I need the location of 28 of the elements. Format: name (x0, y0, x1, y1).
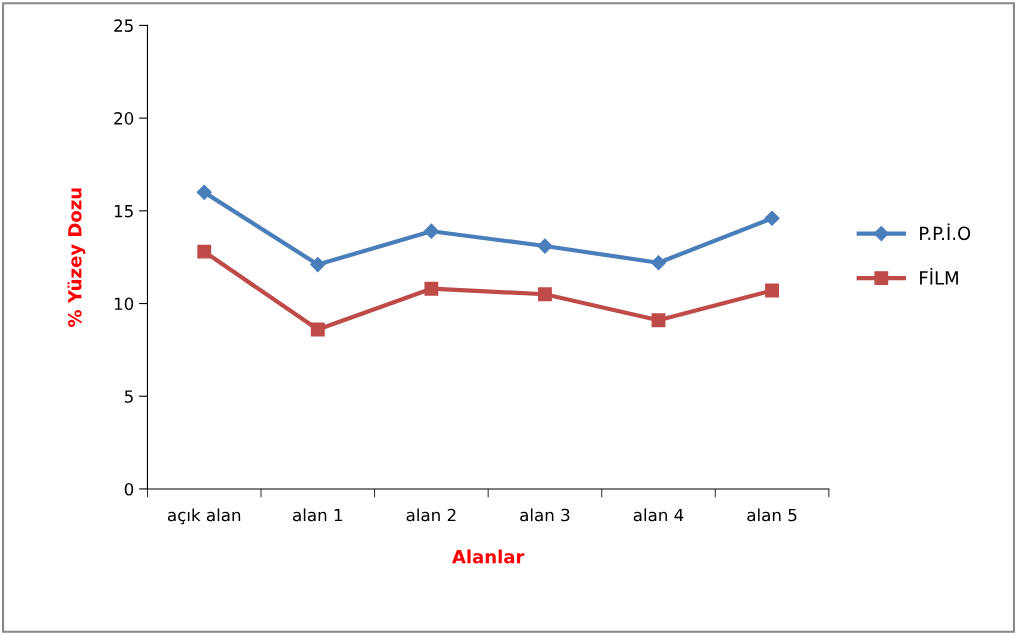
x-tick-label: alan 4 (633, 508, 684, 522)
point (197, 244, 212, 259)
y-tick-label: 5 (124, 390, 133, 403)
point (764, 210, 780, 226)
x-tick-label: açık alan (167, 508, 241, 525)
y-axis-title: % Yüzey Dozu (67, 188, 86, 327)
point (196, 184, 212, 200)
point (537, 238, 553, 254)
y-tick-label: 20 (114, 112, 134, 125)
x-axis-title: Alanlar (452, 549, 525, 564)
x-tick-label: alan 1 (293, 508, 343, 522)
point (765, 283, 780, 298)
legend-label: FİLM (920, 267, 958, 285)
point (651, 313, 666, 328)
point (537, 287, 552, 302)
y-tick-label: 15 (114, 205, 133, 218)
point (310, 322, 325, 337)
y-tick-label: 25 (114, 19, 133, 32)
x-tick-label: alan 2 (406, 508, 456, 522)
point (424, 281, 439, 296)
x-tick-label: alan 5 (747, 508, 797, 522)
y-tick-label: 10 (114, 297, 134, 311)
y-tick-label: 0 (124, 482, 134, 496)
point (650, 255, 667, 271)
point (310, 257, 326, 273)
legend-label: P.P.İ.O (920, 223, 971, 241)
point (423, 223, 439, 239)
x-tick-label: alan 3 (520, 508, 570, 522)
